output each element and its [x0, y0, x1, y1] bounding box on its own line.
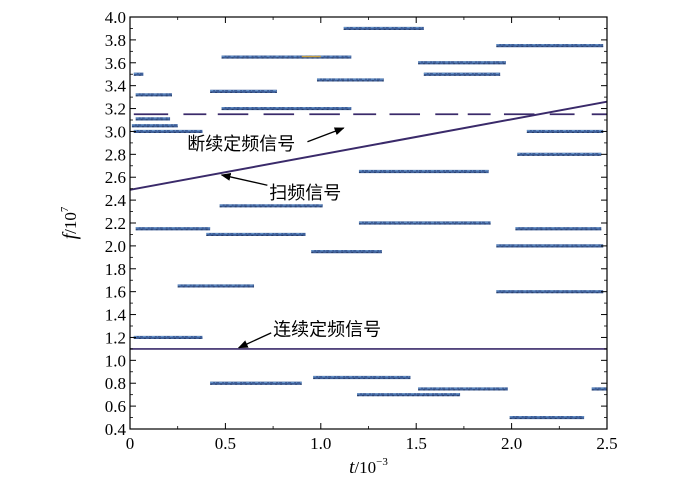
annotation-continuous-arrow — [237, 332, 272, 349]
y-axis-var: f — [59, 231, 81, 239]
noise-segment — [131, 124, 178, 128]
noise-segment — [221, 55, 352, 59]
noise-segment — [509, 415, 585, 420]
noise-segment — [418, 61, 506, 65]
noise-segment — [177, 284, 255, 288]
noise-segment — [517, 152, 602, 156]
x-tick-label: 0.5 — [215, 434, 236, 453]
sweep-signal-line — [129, 100, 608, 191]
y-tick-label: 2.0 — [105, 237, 126, 256]
y-tick-label: 1.4 — [105, 306, 127, 325]
y-tick-label: 1.2 — [105, 328, 126, 347]
noise-segment — [219, 204, 323, 208]
y-tick-label: 1.0 — [105, 351, 126, 370]
annotation-continuous-label: 连续定频信号 — [273, 319, 381, 340]
noise-segment — [526, 129, 604, 134]
y-tick-label: 0.8 — [105, 374, 126, 393]
annotation-sweep-label: 扫频信号 — [269, 183, 341, 204]
y-tick-label: 1.6 — [105, 283, 126, 302]
noise-segment — [133, 72, 144, 76]
noise-segment — [313, 375, 411, 380]
noise-segment — [496, 290, 604, 294]
y-tick-label: 3.2 — [105, 100, 126, 119]
noise-segment — [316, 78, 384, 82]
noise-segment — [133, 335, 203, 340]
noise-segment — [358, 221, 491, 225]
y-tick-label: 2.4 — [105, 191, 127, 210]
x-tick-label: 0 — [126, 434, 135, 453]
noise-segment — [418, 387, 508, 391]
y-tick-label: 4.0 — [105, 8, 126, 27]
noise-segment — [358, 169, 489, 174]
y-tick-label: 3.6 — [105, 54, 126, 73]
y-tick-label: 3.4 — [105, 77, 127, 96]
y-axis-unit: /10 — [61, 212, 80, 234]
noise-segment — [343, 26, 424, 31]
noise-segment — [210, 89, 277, 93]
x-tick-label: 2.0 — [501, 434, 522, 453]
noise-segment — [496, 44, 604, 48]
noise-segment — [515, 227, 602, 231]
noise-segment — [135, 227, 211, 231]
y-tick-label: 0.6 — [105, 397, 126, 416]
ticks-layer: 0 0.5 1.0 1.5 2.0 2.5 0.4 0.6 0.8 1.0 1.2 1.4 1.6 1.8… — [105, 8, 618, 453]
annotation-intermittent-label: 断续定频信号 — [187, 134, 295, 155]
noise-segment — [135, 117, 171, 121]
x-axis-label: t/10−3 — [349, 456, 388, 477]
y-axis-label: f/107 — [59, 206, 81, 239]
x-axis-var: t — [349, 457, 355, 477]
annotation-intermittent-arrow — [307, 127, 345, 143]
x-tick-label: 1.5 — [406, 434, 427, 453]
noise-segment — [133, 129, 203, 134]
y-axis-exp: 7 — [59, 206, 71, 212]
noise-segment — [423, 72, 501, 76]
noise-segment — [591, 387, 607, 391]
y-tick-label: 2.8 — [105, 145, 126, 164]
y-tick-label: 1.8 — [105, 260, 126, 279]
noise-segment — [135, 93, 172, 97]
noise-segment — [210, 381, 302, 385]
x-axis-exp: −3 — [376, 456, 388, 468]
noise-segment — [496, 244, 604, 248]
x-tick-label: 1.0 — [310, 434, 331, 453]
noise-segment — [357, 393, 461, 397]
y-tick-label: 0.4 — [105, 420, 127, 439]
x-axis-unit: /10 — [354, 458, 376, 477]
noise-segment — [206, 232, 306, 237]
y-tick-label: 2.6 — [105, 168, 126, 187]
signals-layer — [129, 100, 608, 350]
segments-layer — [131, 26, 607, 420]
annotation-sweep-arrow — [220, 173, 268, 186]
y-tick-label: 3.8 — [105, 31, 126, 50]
y-tick-label: 3.0 — [105, 122, 126, 141]
y-tick-label: 2.2 — [105, 214, 126, 233]
x-tick-label: 2.5 — [596, 434, 617, 453]
noise-segment — [311, 250, 382, 254]
noise-segment — [221, 106, 352, 111]
